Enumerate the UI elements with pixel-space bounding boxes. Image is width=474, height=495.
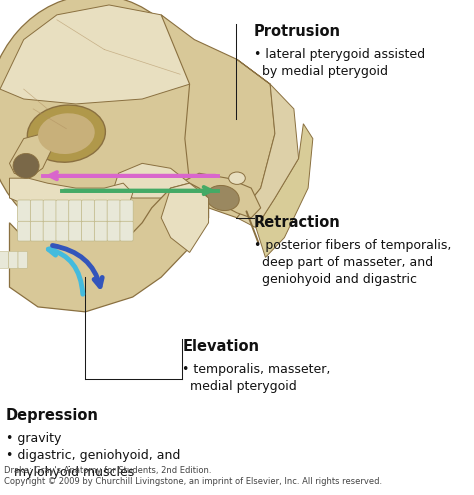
- FancyBboxPatch shape: [18, 251, 27, 268]
- FancyBboxPatch shape: [82, 221, 95, 241]
- FancyBboxPatch shape: [107, 221, 120, 241]
- Ellipse shape: [38, 113, 95, 154]
- FancyBboxPatch shape: [82, 200, 95, 222]
- Polygon shape: [161, 15, 275, 218]
- Ellipse shape: [27, 105, 105, 162]
- FancyBboxPatch shape: [9, 251, 18, 268]
- Text: Drake: Gray's Anatomy for Students, 2nd Edition.
Copyright © 2009 by Churchill L: Drake: Gray's Anatomy for Students, 2nd …: [4, 466, 382, 486]
- Text: Elevation: Elevation: [182, 339, 259, 354]
- Text: Protrusion: Protrusion: [254, 24, 341, 39]
- Text: • posterior fibers of temporalis,
  deep part of masseter, and
  geniohyoid and : • posterior fibers of temporalis, deep p…: [254, 239, 451, 286]
- FancyBboxPatch shape: [107, 200, 120, 222]
- Ellipse shape: [206, 186, 239, 210]
- FancyBboxPatch shape: [69, 221, 82, 241]
- Polygon shape: [114, 163, 190, 198]
- Ellipse shape: [228, 172, 246, 184]
- Polygon shape: [9, 183, 209, 312]
- FancyArrowPatch shape: [53, 246, 102, 287]
- FancyBboxPatch shape: [94, 200, 108, 222]
- FancyBboxPatch shape: [43, 221, 56, 241]
- FancyBboxPatch shape: [120, 221, 133, 241]
- Ellipse shape: [13, 153, 39, 178]
- Polygon shape: [161, 183, 209, 252]
- FancyBboxPatch shape: [56, 221, 69, 241]
- Polygon shape: [237, 59, 299, 228]
- Ellipse shape: [0, 0, 204, 243]
- Text: Depression: Depression: [6, 408, 99, 423]
- FancyBboxPatch shape: [30, 221, 44, 241]
- FancyBboxPatch shape: [94, 221, 108, 241]
- Polygon shape: [0, 5, 194, 104]
- FancyBboxPatch shape: [120, 200, 133, 222]
- FancyArrowPatch shape: [48, 247, 83, 294]
- FancyBboxPatch shape: [56, 200, 69, 222]
- Polygon shape: [256, 124, 313, 257]
- Text: • temporalis, masseter,
  medial pterygoid: • temporalis, masseter, medial pterygoid: [182, 363, 331, 393]
- FancyBboxPatch shape: [69, 200, 82, 222]
- FancyBboxPatch shape: [18, 221, 31, 241]
- Text: Retraction: Retraction: [254, 215, 340, 230]
- Polygon shape: [9, 178, 133, 213]
- Text: • gravity
• digastric, geniohyoid, and
  mylohyoid muscles: • gravity • digastric, geniohyoid, and m…: [6, 432, 180, 479]
- Polygon shape: [9, 134, 52, 178]
- FancyBboxPatch shape: [30, 200, 44, 222]
- Text: • lateral pterygoid assisted
  by medial pterygoid: • lateral pterygoid assisted by medial p…: [254, 48, 425, 78]
- FancyBboxPatch shape: [0, 251, 9, 268]
- Polygon shape: [180, 173, 261, 218]
- FancyBboxPatch shape: [43, 200, 56, 222]
- FancyBboxPatch shape: [18, 200, 31, 222]
